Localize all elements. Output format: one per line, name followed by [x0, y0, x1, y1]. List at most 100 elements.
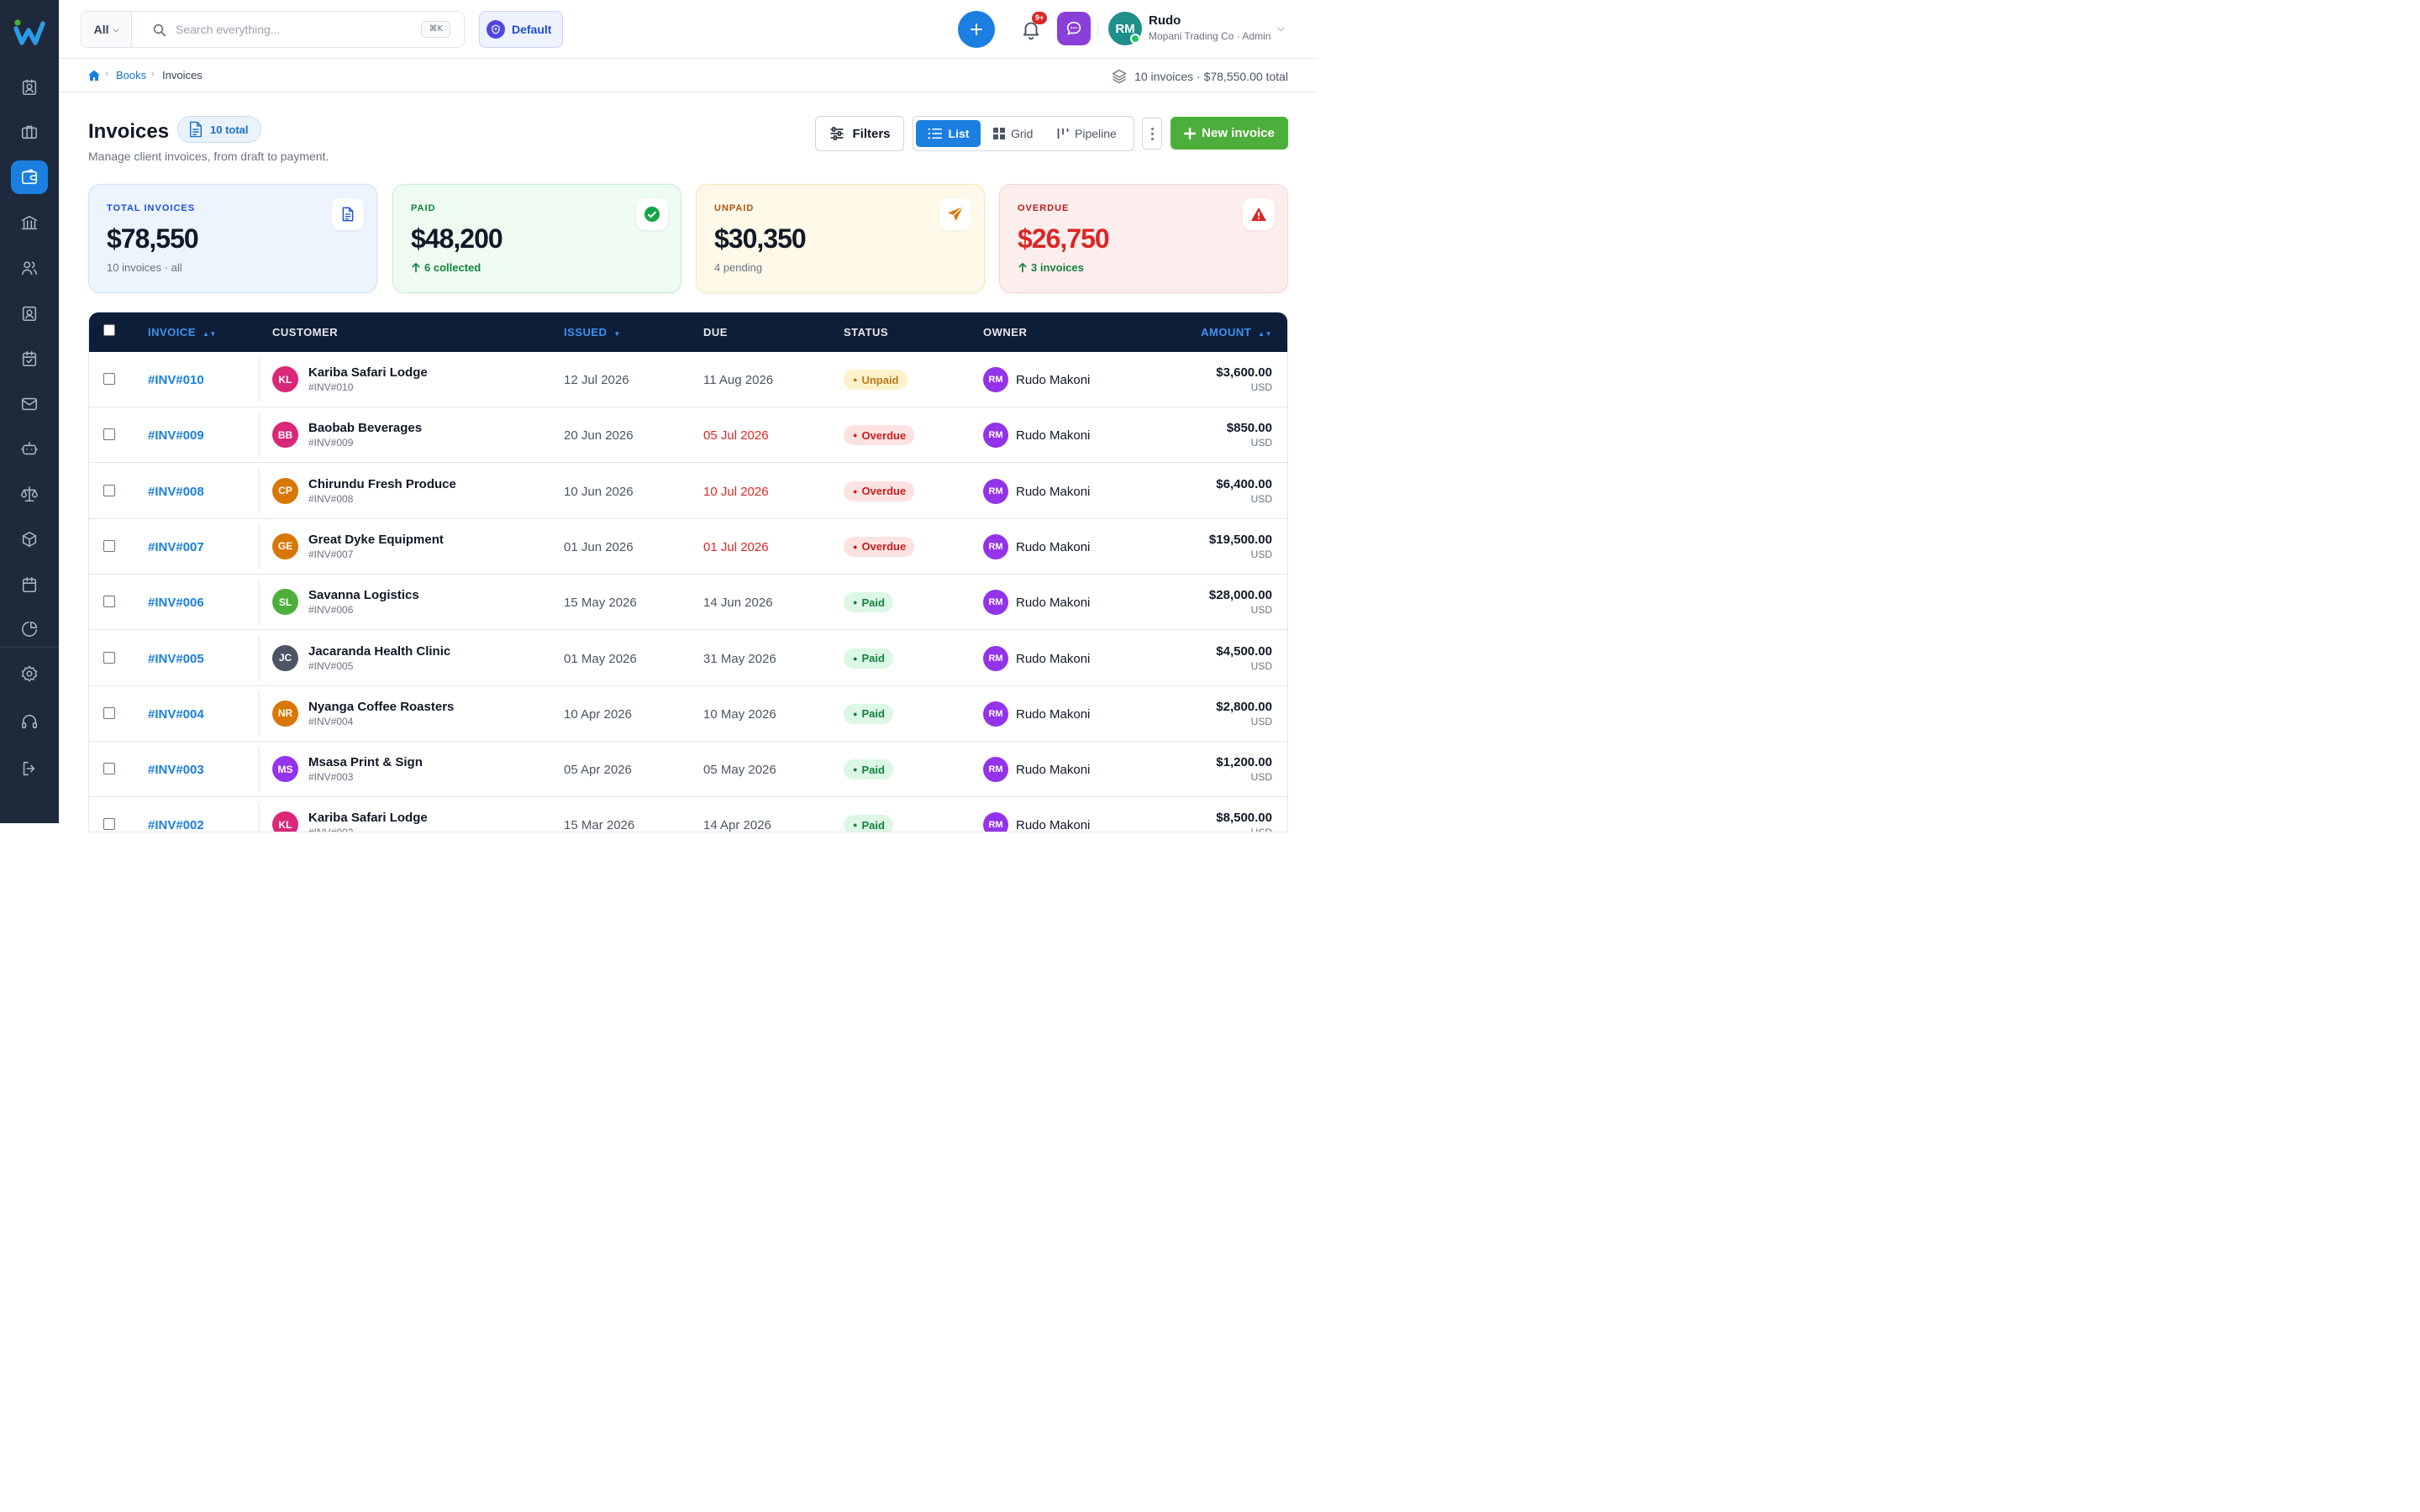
- table-row[interactable]: #INV#009 BB Baobab Beverages #INV#009 20 Jun…: [89, 407, 1287, 464]
- customer-name[interactable]: Kariba Safari Lodge: [308, 811, 428, 826]
- due-date: 31 May 2026: [703, 651, 776, 666]
- nav-support-icon[interactable]: [11, 705, 48, 738]
- invoice-id-link[interactable]: #INV#008: [148, 484, 204, 499]
- customer-name[interactable]: Savanna Logistics: [308, 588, 419, 603]
- invoice-currency: USD: [1250, 381, 1272, 393]
- invoice-id-link[interactable]: #INV#002: [148, 818, 204, 832]
- quick-create-button[interactable]: [958, 11, 995, 48]
- customer-name[interactable]: Msasa Print & Sign: [308, 755, 423, 770]
- nav-settings-icon[interactable]: [11, 657, 48, 690]
- column-header-owner[interactable]: OWNER: [983, 326, 1028, 339]
- search-input[interactable]: [176, 18, 411, 40]
- invoice-id-link[interactable]: #INV#004: [148, 706, 204, 722]
- invoice-id-link[interactable]: #INV#003: [148, 763, 204, 778]
- user-name[interactable]: Rudo: [1149, 13, 1181, 28]
- nav-box-icon[interactable]: [11, 522, 48, 556]
- workspace-switcher[interactable]: Default: [479, 11, 563, 48]
- column-header-amount[interactable]: AMOUNT ▲▼: [1201, 326, 1272, 339]
- status-dot-icon: ●: [853, 654, 858, 663]
- owner-name: Rudo Makoni: [1016, 818, 1091, 832]
- column-header-status[interactable]: STATUS: [844, 326, 889, 339]
- table-row[interactable]: #INV#006 SL Savanna Logistics #INV#006 15 Ma…: [89, 575, 1287, 631]
- invoice-id-link[interactable]: #INV#006: [148, 596, 204, 611]
- nav-scale-icon[interactable]: [11, 477, 48, 511]
- warning-icon: [1243, 198, 1275, 230]
- table-row[interactable]: #INV#007 GE Great Dyke Equipment #INV#007 01…: [89, 518, 1287, 575]
- app-logo[interactable]: [12, 17, 47, 47]
- user-menu-chevron-icon[interactable]: ⌵: [1277, 22, 1286, 34]
- customer-invoice-ref: #INV#010: [308, 381, 354, 393]
- user-avatar[interactable]: RM: [1108, 12, 1142, 45]
- invoice-id-link[interactable]: #INV#005: [148, 651, 204, 666]
- invoice-id-link[interactable]: #INV#007: [148, 539, 204, 554]
- kpi-label: TOTAL INVOICES: [107, 203, 196, 213]
- row-select-checkbox[interactable]: [103, 651, 115, 664]
- column-header-customer[interactable]: CUSTOMER: [272, 326, 339, 339]
- home-icon[interactable]: [87, 69, 101, 81]
- customer-name[interactable]: Jacaranda Health Clinic: [308, 643, 451, 659]
- nav-contacts-icon[interactable]: [11, 71, 48, 104]
- row-select-checkbox[interactable]: [103, 373, 115, 385]
- nav-calendar-check-icon[interactable]: [11, 342, 48, 375]
- customer-avatar: KL: [272, 811, 298, 832]
- search-scope-label: All: [93, 23, 109, 36]
- table-row[interactable]: #INV#003 MS Msasa Print & Sign #INV#003 05 A…: [89, 742, 1287, 798]
- issued-date: 10 Apr 2026: [564, 706, 632, 722]
- customer-name[interactable]: Chirundu Fresh Produce: [308, 476, 456, 491]
- notifications-bell-icon[interactable]: [1020, 18, 1042, 40]
- breadcrumb-books-link[interactable]: Books: [116, 69, 147, 81]
- customer-name[interactable]: Nyanga Coffee Roasters: [308, 699, 455, 714]
- new-invoice-button[interactable]: New invoice: [1171, 117, 1288, 150]
- invoice-id-link[interactable]: #INV#009: [148, 428, 204, 444]
- view-pipeline-option[interactable]: Pipeline: [1057, 120, 1117, 147]
- kpi-overdue: OVERDUE $26,750 3 invoices: [999, 184, 1288, 293]
- invoice-id-link[interactable]: #INV#010: [148, 373, 204, 387]
- row-select-checkbox[interactable]: [103, 706, 115, 719]
- table-row[interactable]: #INV#005 JC Jacaranda Health Clinic #INV#00…: [89, 630, 1287, 686]
- customer-name[interactable]: Kariba Safari Lodge: [308, 365, 428, 380]
- column-header-invoice[interactable]: INVOICE ▲▼: [148, 326, 217, 339]
- nav-wallet-icon[interactable]: [11, 160, 48, 194]
- row-select-checkbox[interactable]: [103, 428, 115, 441]
- table-row[interactable]: #INV#008 CP Chirundu Fresh Produce #INV#008…: [89, 463, 1287, 519]
- layers-icon: [1112, 69, 1127, 84]
- customer-name[interactable]: Great Dyke Equipment: [308, 532, 444, 547]
- column-header-issued[interactable]: ISSUED ▼: [564, 326, 621, 339]
- nav-calendar-icon[interactable]: [11, 568, 48, 601]
- row-select-checkbox[interactable]: [103, 818, 115, 831]
- nav-users-icon[interactable]: [11, 251, 48, 285]
- due-date: 11 Aug 2026: [703, 373, 774, 387]
- chat-button[interactable]: [1057, 12, 1091, 45]
- table-header: INVOICE ▲▼ CUSTOMER ISSUED ▼ DUE STATUS OW…: [89, 312, 1287, 352]
- customer-avatar: MS: [272, 756, 298, 783]
- status-badge: ● Paid: [844, 815, 893, 832]
- row-select-checkbox[interactable]: [103, 539, 115, 552]
- search-scope-select[interactable]: All ⌵: [82, 12, 132, 47]
- row-select-checkbox[interactable]: [103, 596, 115, 608]
- kpi-note-text: 3 invoices: [1031, 261, 1084, 274]
- customer-avatar: JC: [272, 644, 298, 671]
- table-row[interactable]: #INV#010 KL Kariba Safari Lodge #INV#010 12 …: [89, 352, 1287, 407]
- view-grid-option[interactable]: Grid: [993, 120, 1033, 147]
- nav-mail-icon[interactable]: [11, 387, 48, 421]
- customer-name[interactable]: Baobab Beverages: [308, 421, 423, 436]
- due-date: 05 May 2026: [703, 763, 776, 778]
- column-header-due[interactable]: DUE: [703, 326, 728, 339]
- nav-bot-icon[interactable]: [11, 432, 48, 465]
- nav-bank-icon[interactable]: [11, 206, 48, 239]
- row-select-checkbox[interactable]: [103, 484, 115, 496]
- table-row[interactable]: #INV#004 NR Nyanga Coffee Roasters #INV#004…: [89, 685, 1287, 742]
- view-list-option[interactable]: List: [916, 120, 981, 147]
- row-select-checkbox[interactable]: [103, 763, 115, 775]
- more-actions-button[interactable]: [1142, 118, 1162, 150]
- select-all-checkbox[interactable]: [103, 324, 115, 336]
- page-subtitle: Manage client invoices, from draft to pa…: [88, 150, 329, 163]
- nav-pie-chart-icon[interactable]: [11, 612, 48, 646]
- due-date: 10 Jul 2026: [703, 484, 769, 499]
- filters-button[interactable]: Filters: [815, 116, 904, 151]
- owner-name: Rudo Makoni: [1016, 539, 1091, 554]
- nav-briefcase-icon[interactable]: [11, 115, 48, 149]
- nav-logout-icon[interactable]: [11, 752, 48, 785]
- nav-id-card-icon[interactable]: [11, 297, 48, 330]
